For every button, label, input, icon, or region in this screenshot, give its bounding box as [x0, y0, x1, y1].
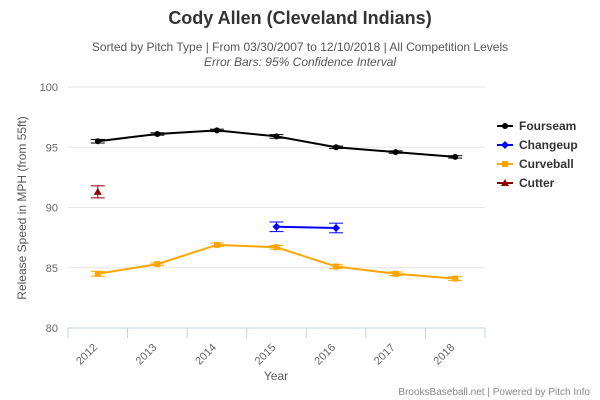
- legend-item-fourseam[interactable]: Fourseam: [497, 119, 576, 133]
- legend[interactable]: Fourseam Changeup Curveball Cutter: [497, 119, 578, 190]
- chart-title: Cody Allen (Cleveland Indians): [168, 8, 431, 28]
- y-tick-label: 95: [46, 142, 58, 154]
- series-cutter: [90, 185, 105, 199]
- y-tick-label: 80: [46, 323, 58, 335]
- point-marker: [272, 222, 281, 231]
- y-axis-ticks: 80 85 90 95 100: [40, 82, 58, 335]
- x-tick-label: 2014: [193, 342, 219, 368]
- series-changeup: [269, 221, 344, 234]
- point-marker: [502, 123, 508, 129]
- point-marker: [332, 223, 341, 232]
- chart-subtitle-error-bars: Error Bars: 95% Confidence Interval: [204, 55, 396, 69]
- point-marker: [452, 275, 459, 282]
- series-group: [90, 127, 463, 282]
- point-marker: [501, 179, 509, 186]
- legend-item-cutter[interactable]: Cutter: [497, 176, 555, 190]
- series-line: [276, 225, 337, 229]
- y-tick-label: 85: [46, 263, 58, 275]
- series-curveball: [90, 241, 463, 282]
- point-marker: [94, 138, 101, 145]
- chart-subtitle: Sorted by Pitch Type | From 03/30/2007 t…: [92, 40, 508, 54]
- point-marker: [501, 141, 509, 149]
- x-tick-label: 2013: [134, 342, 160, 368]
- x-tick-label: 2018: [432, 342, 458, 368]
- point-marker: [273, 133, 280, 140]
- point-marker: [93, 187, 102, 195]
- legend-label: Curveball: [519, 157, 574, 171]
- y-tick-label: 100: [40, 82, 58, 94]
- point-marker: [452, 153, 459, 160]
- point-marker: [213, 241, 220, 248]
- credits-link[interactable]: BrooksBaseball.net | Powered by Pitch In…: [398, 387, 590, 398]
- point-marker: [392, 270, 399, 277]
- legend-label: Cutter: [519, 176, 555, 190]
- point-marker: [213, 127, 220, 134]
- point-marker: [333, 263, 340, 270]
- x-tick-label: 2015: [253, 342, 279, 368]
- grid-lines: [68, 86, 485, 329]
- y-axis-title: Release Speed in MPH (from 55ft): [15, 116, 29, 299]
- point-marker: [273, 244, 280, 251]
- x-tick-label: 2017: [372, 342, 398, 368]
- x-axis-title: Year: [264, 369, 288, 383]
- x-tick-label: 2012: [74, 342, 100, 368]
- x-tick-label: 2016: [312, 342, 338, 368]
- point-marker: [154, 261, 161, 268]
- legend-item-curveball[interactable]: Curveball: [497, 157, 574, 171]
- x-axis-ticks: 2012 2013 2014 2015 2016 2017 2018: [67, 328, 486, 368]
- point-marker: [502, 161, 508, 167]
- point-marker: [154, 130, 161, 137]
- legend-label: Changeup: [519, 138, 578, 152]
- series-fourseam: [90, 127, 463, 160]
- point-marker: [392, 149, 399, 156]
- y-tick-label: 90: [46, 203, 58, 215]
- legend-label: Fourseam: [519, 119, 576, 133]
- point-marker: [94, 270, 101, 277]
- point-marker: [333, 144, 340, 151]
- legend-item-changeup[interactable]: Changeup: [497, 138, 578, 152]
